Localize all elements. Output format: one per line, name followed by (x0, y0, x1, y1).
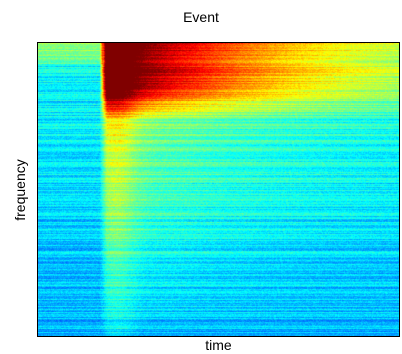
spectrogram-heatmap (38, 43, 399, 336)
y-axis-label: frequency (12, 159, 28, 221)
chart-title: Event (183, 9, 219, 25)
x-axis-label: time (205, 337, 232, 353)
spectrogram-plot-area (37, 42, 400, 337)
